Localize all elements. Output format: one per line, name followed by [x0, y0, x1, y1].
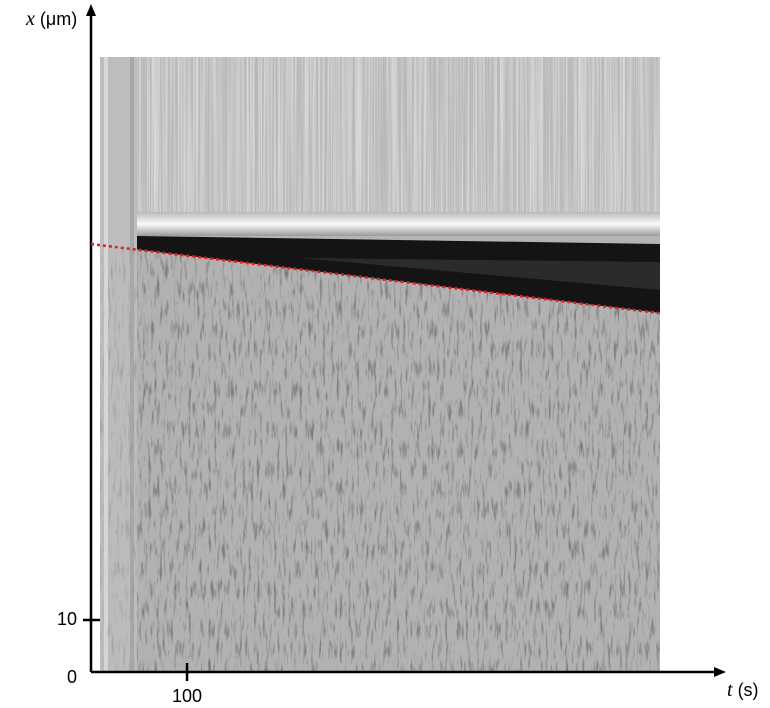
x-axis-arrow	[714, 667, 726, 677]
y-axis-var: x	[25, 8, 35, 30]
kymograph-image	[100, 57, 660, 672]
y-axis-unit: (μm)	[40, 9, 77, 29]
x-axis-var: t	[727, 679, 733, 701]
y-axis-label: x (μm)	[25, 8, 77, 30]
x-axis-label: t (s)	[727, 679, 759, 701]
axes	[86, 4, 726, 677]
y-tick-label: 10	[57, 609, 77, 629]
y-tick-label: 0	[67, 667, 77, 687]
x-tick-label: 100	[172, 686, 202, 706]
y-axis-arrow	[86, 4, 96, 16]
x-axis-unit: (s)	[738, 680, 759, 700]
